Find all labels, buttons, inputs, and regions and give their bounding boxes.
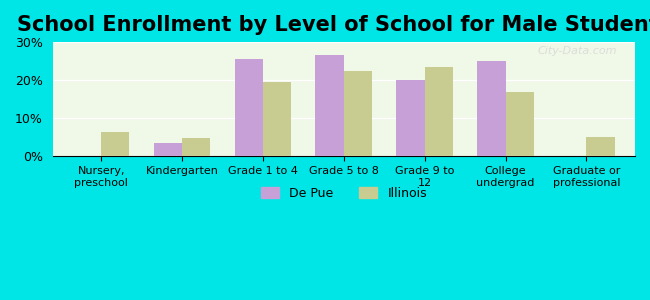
Bar: [586, 137, 615, 156]
Title: School Enrollment by Level of School for Male Students: School Enrollment by Level of School for…: [17, 15, 650, 35]
Bar: [153, 143, 182, 156]
Legend: De Pue, Illinois: De Pue, Illinois: [255, 182, 432, 205]
Bar: [344, 71, 372, 156]
Bar: [424, 67, 453, 156]
Bar: [235, 59, 263, 156]
Bar: [182, 138, 211, 156]
Bar: [101, 132, 129, 156]
Bar: [263, 82, 291, 156]
Bar: [506, 92, 534, 156]
Bar: [477, 61, 506, 156]
Text: City-Data.com: City-Data.com: [538, 46, 617, 56]
Bar: [396, 80, 424, 156]
Bar: [315, 56, 344, 156]
